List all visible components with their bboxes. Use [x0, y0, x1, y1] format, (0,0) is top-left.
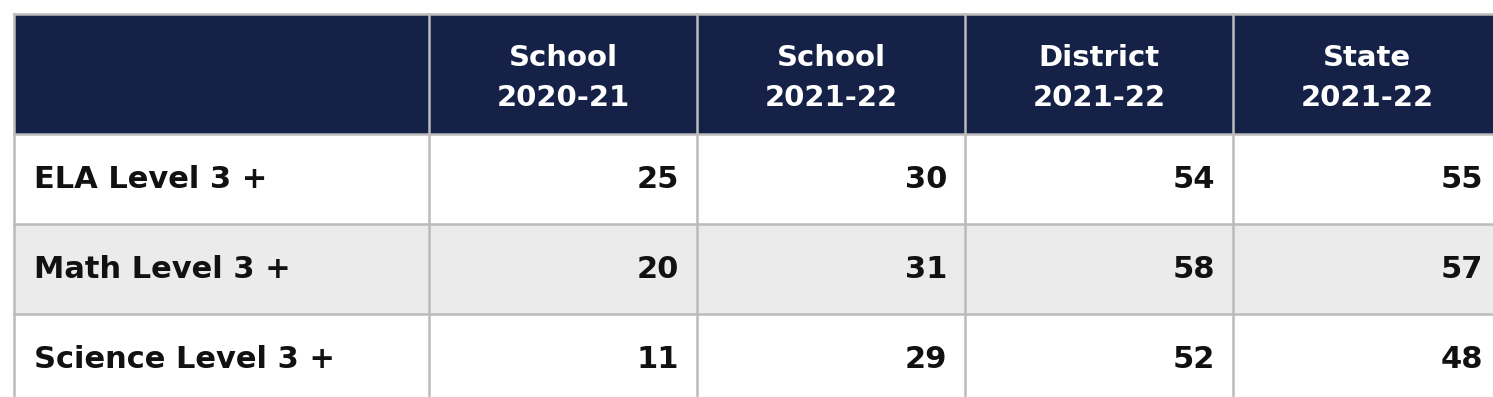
Text: District: District [1039, 44, 1160, 72]
Text: 48: 48 [1441, 345, 1483, 374]
Bar [428, 134, 697, 224]
Text: 31: 31 [905, 254, 947, 283]
Text: ELA Level 3 +: ELA Level 3 + [34, 164, 267, 193]
Bar [428, 224, 697, 314]
Text: 55: 55 [1441, 164, 1483, 193]
Text: 2021-22: 2021-22 [1300, 84, 1433, 112]
Bar [13, 224, 428, 314]
Bar [964, 314, 1233, 397]
Text: 52: 52 [1172, 345, 1215, 374]
Text: Science Level 3 +: Science Level 3 + [34, 345, 334, 374]
Text: 30: 30 [905, 164, 947, 193]
Bar [1233, 134, 1493, 224]
Text: 2020-21: 2020-21 [496, 84, 630, 112]
Text: 2021-22: 2021-22 [1033, 84, 1166, 112]
Text: 2021-22: 2021-22 [764, 84, 897, 112]
Bar [13, 314, 428, 397]
Text: 54: 54 [1172, 164, 1215, 193]
Bar [697, 134, 964, 224]
Text: Math Level 3 +: Math Level 3 + [34, 254, 291, 283]
Bar [13, 134, 428, 224]
Bar [428, 14, 697, 134]
Text: 25: 25 [636, 164, 679, 193]
Bar [964, 224, 1233, 314]
Bar [428, 314, 697, 397]
Text: 57: 57 [1441, 254, 1483, 283]
Text: 58: 58 [1172, 254, 1215, 283]
Bar [697, 314, 964, 397]
Text: School: School [509, 44, 618, 72]
Text: State: State [1323, 44, 1411, 72]
Bar [1233, 314, 1493, 397]
Bar [964, 14, 1233, 134]
Bar [697, 224, 964, 314]
Text: 29: 29 [905, 345, 947, 374]
Bar [697, 14, 964, 134]
Bar [964, 134, 1233, 224]
Text: School: School [776, 44, 885, 72]
Bar [1233, 224, 1493, 314]
Bar [13, 14, 428, 134]
Bar [1233, 14, 1493, 134]
Text: 11: 11 [636, 345, 679, 374]
Text: 20: 20 [636, 254, 679, 283]
